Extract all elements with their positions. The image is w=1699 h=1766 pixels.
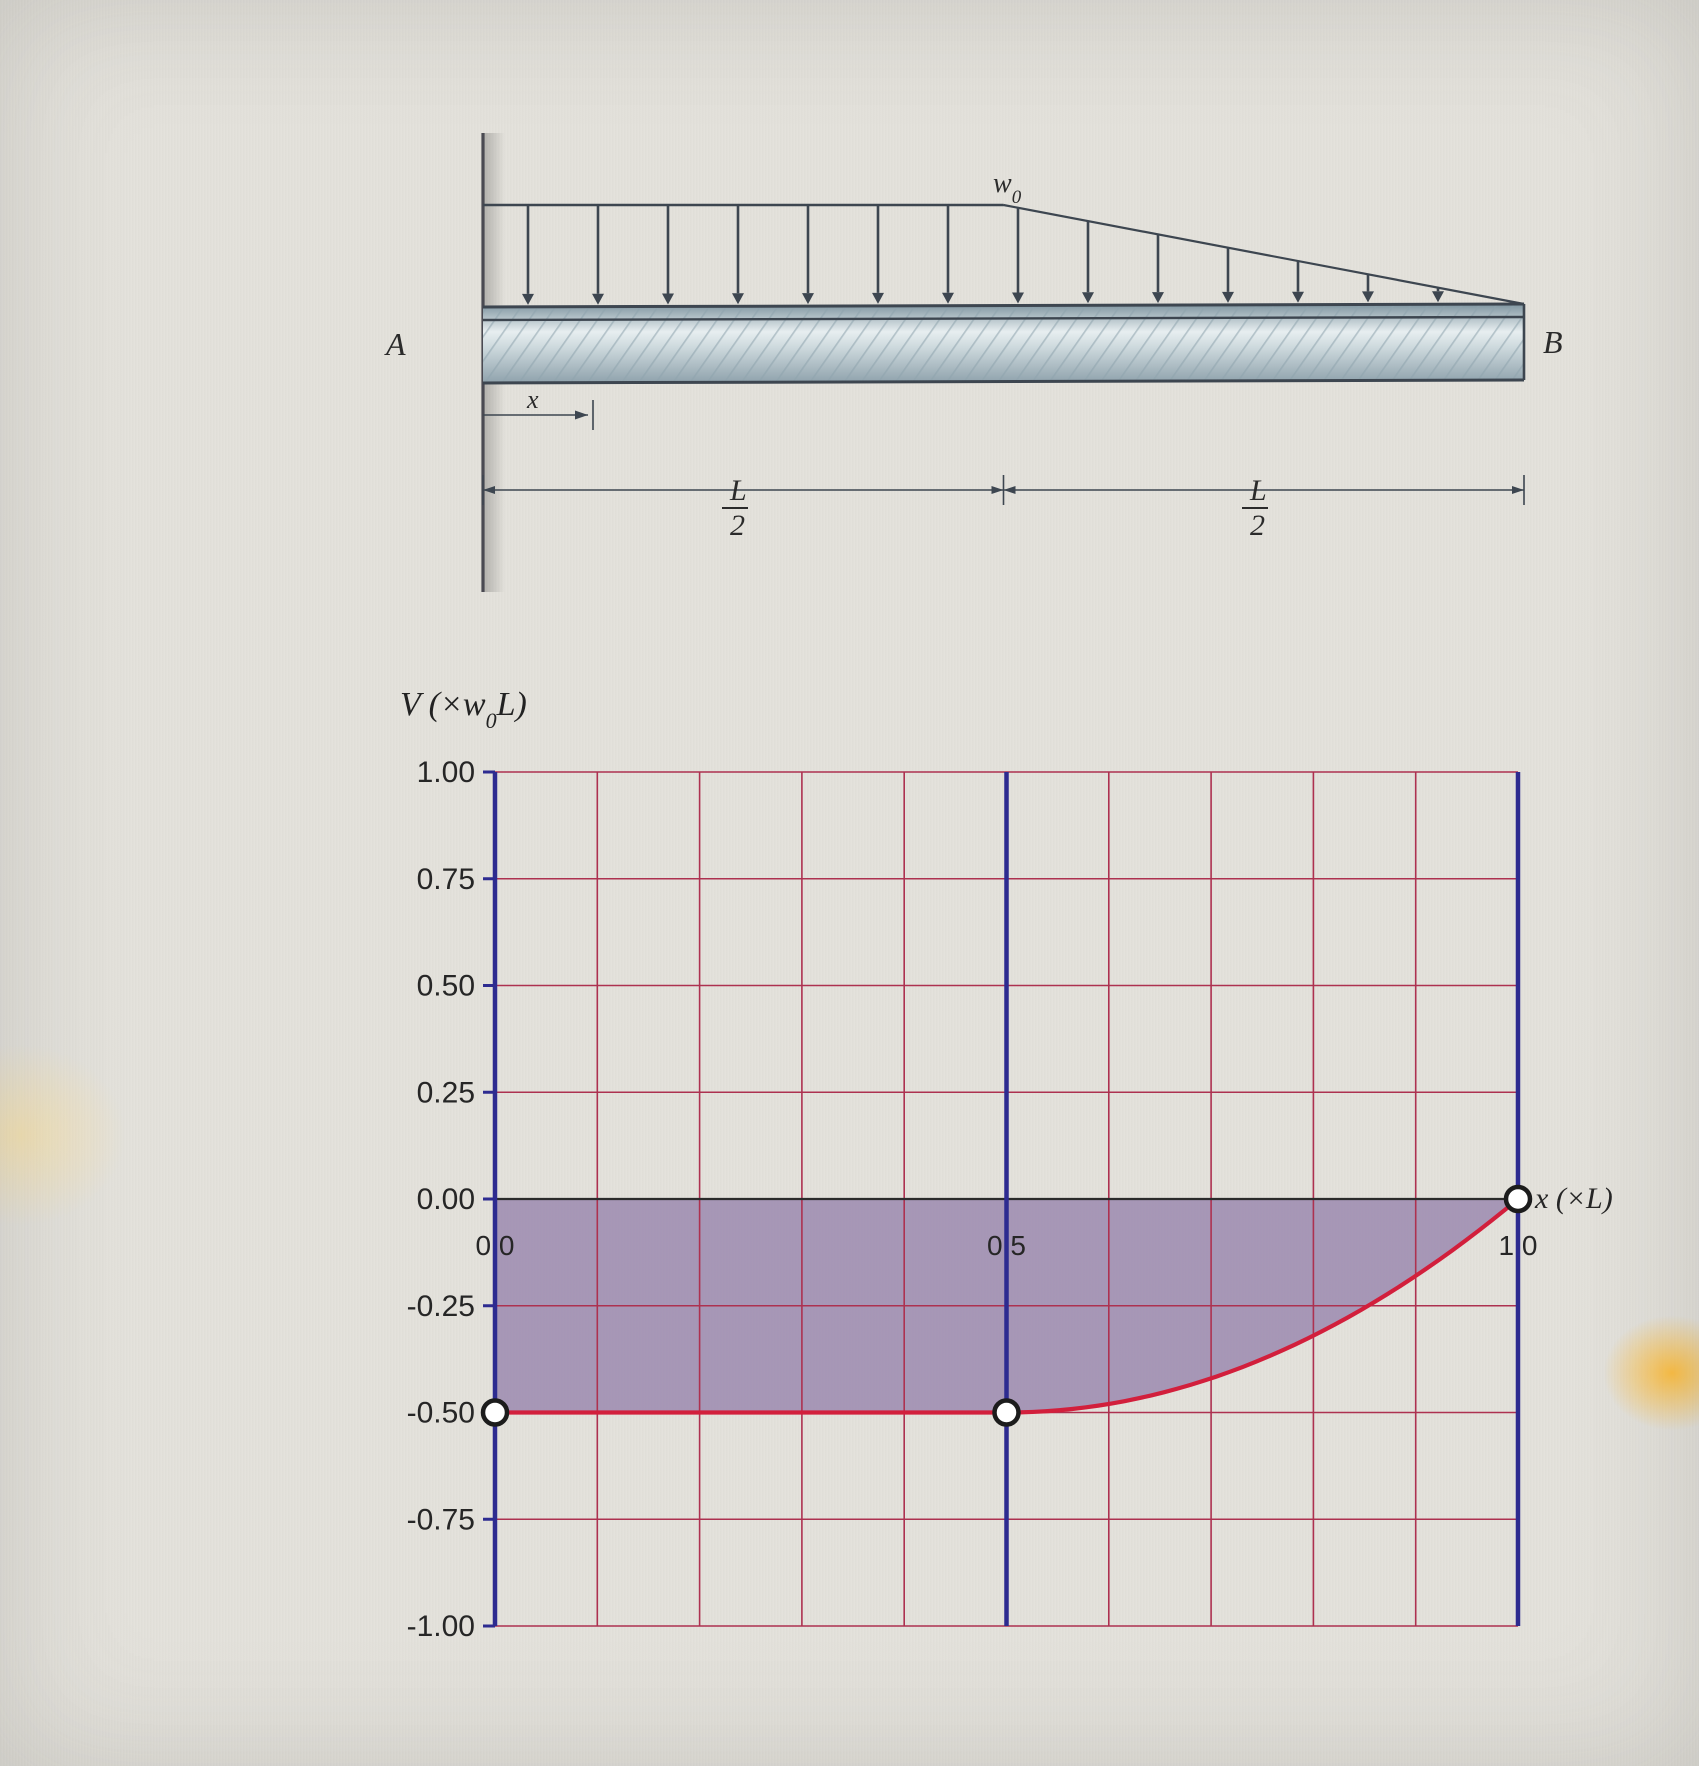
svg-text:B: B [1543,324,1563,360]
svg-text:0 5: 0 5 [987,1230,1026,1261]
svg-text:-0.75: -0.75 [407,1503,475,1536]
svg-text:L: L [1249,474,1267,507]
svg-text:2: 2 [730,509,745,542]
svg-text:0.50: 0.50 [417,970,475,1003]
svg-text:0.75: 0.75 [417,863,475,896]
svg-text:-1.00: -1.00 [407,1610,475,1643]
svg-text:x: x [526,385,539,414]
svg-text:A: A [384,326,406,362]
svg-text:0 0: 0 0 [476,1230,515,1261]
svg-text:x (×L): x (×L) [1534,1182,1613,1215]
svg-text:-0.50: -0.50 [407,1397,475,1430]
svg-text:1.00: 1.00 [417,756,475,789]
svg-text:-0.25: -0.25 [407,1290,475,1323]
svg-text:1 0: 1 0 [1499,1230,1538,1261]
svg-text:2: 2 [1250,509,1265,542]
svg-text:0.00: 0.00 [417,1183,475,1216]
svg-text:L: L [729,474,747,507]
svg-text:0.25: 0.25 [417,1076,475,1109]
svg-text:w0: w0 [993,168,1022,208]
svg-text:V (×w0L): V (×w0L) [400,686,527,733]
